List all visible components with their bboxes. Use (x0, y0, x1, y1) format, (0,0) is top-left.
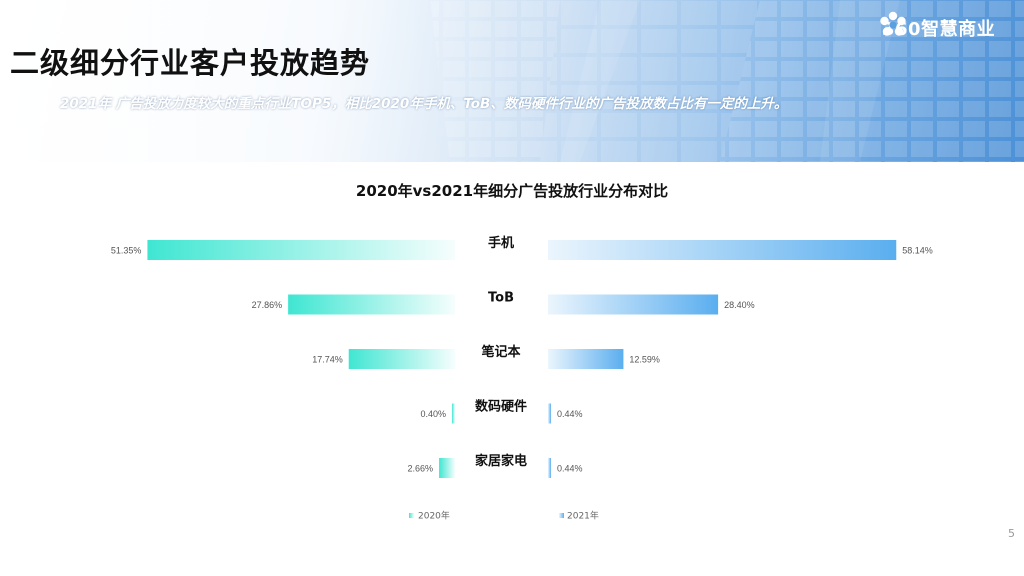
building-background (0, 0, 1024, 162)
legend-swatch-2020 (409, 513, 414, 518)
bar-2021 (548, 458, 551, 478)
data-label-2020: 0.40% (420, 409, 446, 419)
bar-2021 (548, 403, 551, 424)
data-label-2021: 0.44% (557, 464, 583, 474)
data-label-2021: 0.44% (557, 409, 583, 419)
bar-2020 (348, 349, 455, 369)
bar-2020 (147, 240, 455, 260)
bar-2020 (439, 458, 455, 478)
data-label-2020: 51.35% (111, 246, 142, 256)
category-label: ToB (488, 291, 514, 306)
data-label-2020: 2.66% (408, 464, 434, 474)
bar-2021 (548, 294, 719, 315)
data-label-2020: 17.74% (312, 355, 343, 365)
page-subtitle: 2021年 广告投放力度较大的重点行业TOP5，相比2020年手机、ToB、数码… (60, 96, 788, 112)
legend-label-2020: 2020年 (418, 510, 450, 522)
header-banner: 二级细分行业客户投放趋势 2021年 广告投放力度较大的重点行业TOP5，相比2… (0, 0, 1024, 162)
category-label: 手机 (488, 235, 514, 251)
legend-swatch-2021 (559, 513, 564, 518)
data-label-2021: 58.14% (902, 246, 933, 256)
category-label: 家居家电 (475, 453, 527, 469)
page-number: 5 (1008, 527, 1015, 540)
bar-2021 (548, 240, 897, 260)
bar-2020 (288, 294, 455, 315)
chart-title: 2020年vs2021年细分广告投放行业分布对比 (355, 182, 669, 200)
flower-icon (880, 11, 906, 36)
category-label: 数码硬件 (475, 399, 527, 415)
logo-text: 360智慧商业 (882, 19, 996, 40)
bar-2021 (548, 349, 624, 369)
data-label-2021: 28.40% (724, 300, 755, 310)
data-label-2020: 27.86% (252, 300, 283, 310)
category-label: 笔记本 (481, 344, 520, 360)
legend-label-2021: 2021年 (567, 510, 599, 522)
bar-2020 (452, 403, 455, 424)
page-title: 二级细分行业客户投放趋势 (10, 46, 371, 80)
brand-logo: 360智慧商业 (878, 10, 995, 46)
data-label-2021: 12.59% (629, 355, 660, 365)
